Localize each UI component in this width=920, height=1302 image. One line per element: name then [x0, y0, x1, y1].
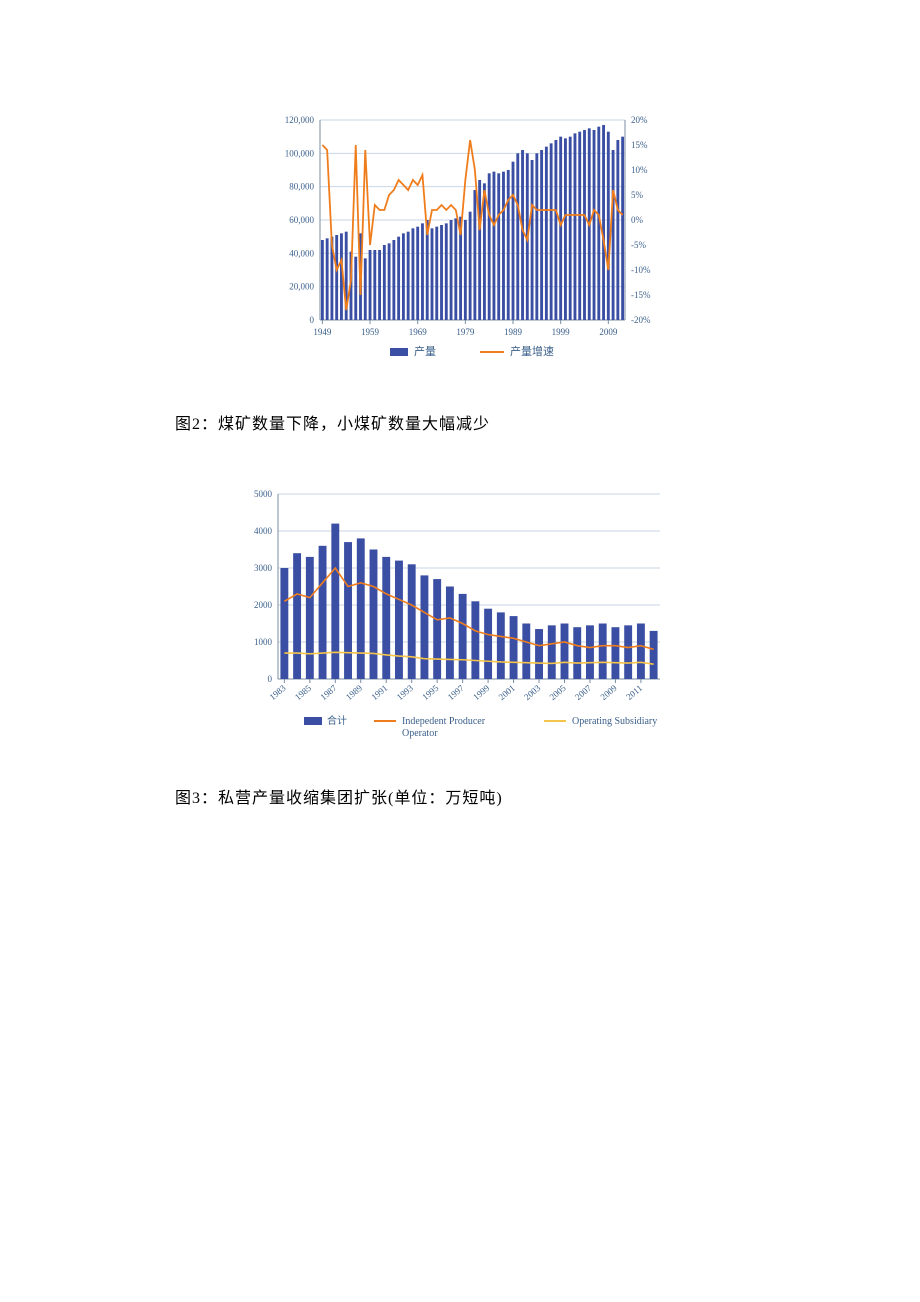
- chart1: 0 20,000 40,000 60,000 80,000 100,000 120,000 -…: [255, 110, 665, 380]
- svg-text:100,000: 100,000: [285, 148, 315, 158]
- svg-text:1949: 1949: [313, 327, 332, 337]
- svg-text:1979: 1979: [456, 327, 475, 337]
- chart2-container: 0100020003000400050001983198519871989199…: [0, 484, 920, 754]
- svg-text:2003: 2003: [522, 683, 543, 703]
- svg-text:-10%: -10%: [631, 265, 651, 275]
- svg-text:0: 0: [310, 315, 315, 325]
- caption-fig2: 图2：煤矿数量下降，小煤矿数量大幅减少: [175, 410, 920, 434]
- svg-text:5%: 5%: [631, 190, 644, 200]
- svg-text:60,000: 60,000: [289, 215, 314, 225]
- svg-text:10%: 10%: [631, 165, 648, 175]
- svg-text:1989: 1989: [504, 327, 523, 337]
- svg-text:4000: 4000: [254, 526, 273, 536]
- svg-text:1983: 1983: [267, 683, 288, 703]
- svg-text:2009: 2009: [599, 327, 618, 337]
- svg-text:-5%: -5%: [631, 240, 646, 250]
- svg-text:40,000: 40,000: [289, 248, 314, 258]
- svg-text:15%: 15%: [631, 140, 648, 150]
- svg-text:2011: 2011: [624, 683, 644, 702]
- svg-text:Indepedent Producer: Indepedent Producer: [402, 716, 486, 727]
- svg-text:-20%: -20%: [631, 315, 651, 325]
- chart2: 0100020003000400050001983198519871989199…: [220, 484, 700, 754]
- svg-text:120,000: 120,000: [285, 115, 315, 125]
- svg-text:Operator: Operator: [402, 728, 438, 739]
- svg-text:1989: 1989: [344, 683, 365, 703]
- svg-text:合计: 合计: [327, 714, 347, 727]
- svg-text:1000: 1000: [254, 637, 273, 647]
- svg-text:1997: 1997: [446, 683, 467, 703]
- svg-text:80,000: 80,000: [289, 182, 314, 192]
- svg-text:20,000: 20,000: [289, 282, 314, 292]
- svg-text:1959: 1959: [361, 327, 380, 337]
- svg-text:0%: 0%: [631, 215, 644, 225]
- svg-text:1995: 1995: [420, 683, 441, 703]
- svg-text:1999: 1999: [471, 683, 492, 703]
- svg-text:5000: 5000: [254, 489, 273, 499]
- svg-text:2001: 2001: [497, 683, 517, 702]
- svg-text:2000: 2000: [254, 600, 273, 610]
- svg-text:1985: 1985: [293, 683, 314, 703]
- svg-text:1993: 1993: [395, 683, 416, 703]
- svg-text:1999: 1999: [552, 327, 571, 337]
- svg-text:产量增速: 产量增速: [510, 344, 554, 358]
- svg-text:2005: 2005: [548, 683, 569, 703]
- caption-fig3: 图3：私营产量收缩集团扩张(单位：万短吨): [175, 784, 920, 808]
- svg-text:-15%: -15%: [631, 290, 651, 300]
- page: 0 20,000 40,000 60,000 80,000 100,000 120,000 -…: [0, 0, 920, 808]
- chart1-container: 0 20,000 40,000 60,000 80,000 100,000 120,000 -…: [0, 110, 920, 380]
- svg-text:1969: 1969: [409, 327, 428, 337]
- svg-text:1987: 1987: [318, 683, 339, 703]
- svg-text:2007: 2007: [573, 683, 594, 703]
- svg-text:2009: 2009: [599, 683, 620, 703]
- svg-text:3000: 3000: [254, 563, 273, 573]
- svg-text:Operating Subsidiary: Operating Subsidiary: [572, 716, 657, 727]
- svg-text:产量: 产量: [414, 344, 436, 358]
- svg-text:20%: 20%: [631, 115, 648, 125]
- svg-text:1991: 1991: [369, 683, 389, 702]
- svg-text:0: 0: [268, 674, 273, 684]
